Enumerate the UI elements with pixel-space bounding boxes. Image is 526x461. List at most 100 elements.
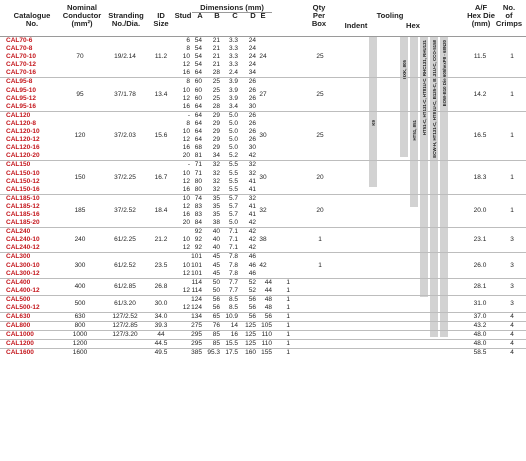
- dim-d: 26: [248, 94, 256, 102]
- header-stranding-line1: Stranding: [108, 11, 144, 20]
- header-af-line3: (mm): [471, 19, 491, 29]
- table-row: CAL500-12 12 124 56 8.5 56 48 1: [0, 304, 526, 312]
- header-indent: Indent: [344, 21, 368, 30]
- table-row: CAL120 -64 29 5.0 26: [0, 112, 526, 120]
- table-row: CAL800 800 127/2.85 39.3 275 76 14 125 105 1 43.2 4: [0, 322, 526, 330]
- dim-d: 125: [245, 340, 256, 348]
- dim-c: 3.9: [228, 86, 238, 94]
- dim-e: 32: [259, 206, 267, 214]
- dim-b: 28: [212, 102, 220, 110]
- catalogue-no: CAL300-10: [6, 261, 40, 269]
- nominal-conductor: 185: [74, 206, 86, 214]
- nominal-conductor: 300: [74, 261, 86, 269]
- dim-c: 14: [230, 322, 238, 330]
- dim-c: 5.7: [228, 202, 238, 210]
- dim-e: 42: [259, 261, 267, 269]
- af-hex-die: 48.0: [473, 340, 487, 348]
- qty-per-box: 1: [318, 261, 322, 269]
- dim-c: 2.4: [228, 69, 238, 77]
- stud: 12: [182, 94, 190, 102]
- qty-per-box: 1: [286, 304, 290, 311]
- dim-c: 5.5: [228, 177, 238, 185]
- header-tooling: Tooling: [376, 11, 404, 20]
- dim-a: 64: [194, 69, 202, 77]
- dim-a: 64: [194, 111, 202, 119]
- table-group: CAL1000 1000 127/3.20 44 295 85 16 125 110 1 48.0 4: [0, 330, 526, 339]
- crimps: 1: [510, 206, 514, 214]
- dimensions-underline: [192, 12, 272, 13]
- table-group: CAL185-10 10 74 35 5.7 32 CAL185-12 12 83 35 5.7 41…: [0, 193, 526, 227]
- table-group: CAL800 800 127/2.85 39.3 275 76 14 125 105 1 43.2 4: [0, 321, 526, 330]
- dim-e: 24: [259, 53, 267, 61]
- dim-d: 41: [248, 202, 256, 210]
- header-stranding: Stranding No./Dia.: [106, 11, 146, 29]
- dim-c: 7.8: [228, 269, 238, 277]
- dim-d: 42: [248, 219, 256, 227]
- table-row: CAL120-10 10 64 29 5.0 26: [0, 128, 526, 136]
- table-row: CAL95-16 16 64 28 3.4 30: [0, 103, 526, 111]
- dim-c: 10.9: [225, 313, 238, 321]
- crimps: 3: [510, 261, 514, 269]
- af-hex-die: 23.1: [473, 236, 487, 244]
- dim-e: 110: [261, 331, 272, 339]
- af-hex-die: 48.0: [473, 331, 487, 339]
- catalogue-no: CAL120-8: [6, 119, 36, 127]
- table-row: CAL240-10 10 92 40 7.1 42: [0, 236, 526, 244]
- dim-a: 92: [194, 244, 202, 252]
- dim-d: 56: [248, 295, 256, 303]
- catalogue-no: CAL185-12: [6, 202, 40, 210]
- dim-a: 124: [191, 304, 202, 311]
- catalogue-no: CAL120-16: [6, 144, 40, 152]
- catalogue-no: CAL70-6: [6, 37, 33, 44]
- crimps: 4: [510, 340, 514, 348]
- dim-a: 124: [191, 295, 202, 303]
- header-crimps-line2: of: [505, 11, 513, 21]
- dim-d: 26: [248, 128, 256, 136]
- stud: 8: [186, 45, 190, 53]
- dim-c: 15.5: [225, 340, 238, 348]
- catalogue-no: CAL120-10: [6, 128, 40, 136]
- stud: 6: [186, 37, 190, 44]
- table-group: CAL95-8 8 60 25 3.9 26 CAL95-10 10 60 25 3.9 26 CAL9…: [0, 77, 526, 110]
- table-row: CAL120-8 8 64 29 5.0 26: [0, 120, 526, 128]
- crimps: 3: [510, 236, 514, 244]
- table-row: CAL95-12 12 60 25 3.9 26: [0, 95, 526, 103]
- table-group: CAL240 92 40 7.1 42 CAL240-10 10 92 40 7.1 42 CAL24…: [0, 227, 526, 252]
- catalogue-no: CAL150: [6, 161, 31, 169]
- nominal-conductor: 1600: [72, 349, 88, 357]
- dim-e: 44: [264, 286, 272, 294]
- dim-b: 29: [212, 144, 220, 152]
- catalogue-no: CAL1200: [6, 340, 34, 348]
- dim-b: 50: [212, 278, 220, 286]
- id-size: 13.4: [154, 90, 168, 98]
- dim-a: 68: [194, 144, 202, 152]
- table-group: CAL630 630 127/2.52 34.0 134 65 10.9 56 56 1 37.0 4: [0, 312, 526, 321]
- dim-a: 60: [194, 86, 202, 94]
- catalogue-no: CAL70-16: [6, 69, 36, 77]
- dim-d: 24: [248, 53, 256, 61]
- header-stranding-line2: No./Dia.: [111, 19, 141, 29]
- table-row: CAL120-12 12 64 29 5.0 26: [0, 136, 526, 144]
- header-qty-line1: Qty: [312, 3, 326, 12]
- dim-a: 275: [191, 322, 202, 330]
- qty-per-box: 25: [316, 132, 324, 140]
- dim-b: 35: [212, 202, 220, 210]
- tooling-bar-indent: [369, 37, 377, 187]
- dim-d: 42: [248, 228, 256, 236]
- stud: 8: [186, 119, 190, 127]
- table-row: CAL70-10 10 54 21 3.3 24: [0, 53, 526, 61]
- stranding: 61/2.85: [114, 282, 136, 290]
- dim-a: 92: [194, 236, 202, 244]
- qty-per-box: 1: [286, 331, 290, 339]
- dim-a: 114: [191, 286, 202, 294]
- dim-b: 65: [212, 313, 220, 321]
- header-nominal-line1: Nominal: [67, 3, 97, 12]
- dim-a: 101: [191, 253, 202, 261]
- dim-e: 155: [261, 349, 272, 357]
- header-id-size: ID Size: [150, 11, 172, 28]
- dim-b: 40: [212, 236, 220, 244]
- stranding: 37/2.25: [114, 173, 136, 181]
- table-group: CAL1600 1600 49.5 385 95.3 17.5 160 155 1 58.5 4: [0, 348, 526, 357]
- table-row: CAL120-16 16 68 29 5.0 30: [0, 144, 526, 152]
- stud: 16: [182, 185, 190, 193]
